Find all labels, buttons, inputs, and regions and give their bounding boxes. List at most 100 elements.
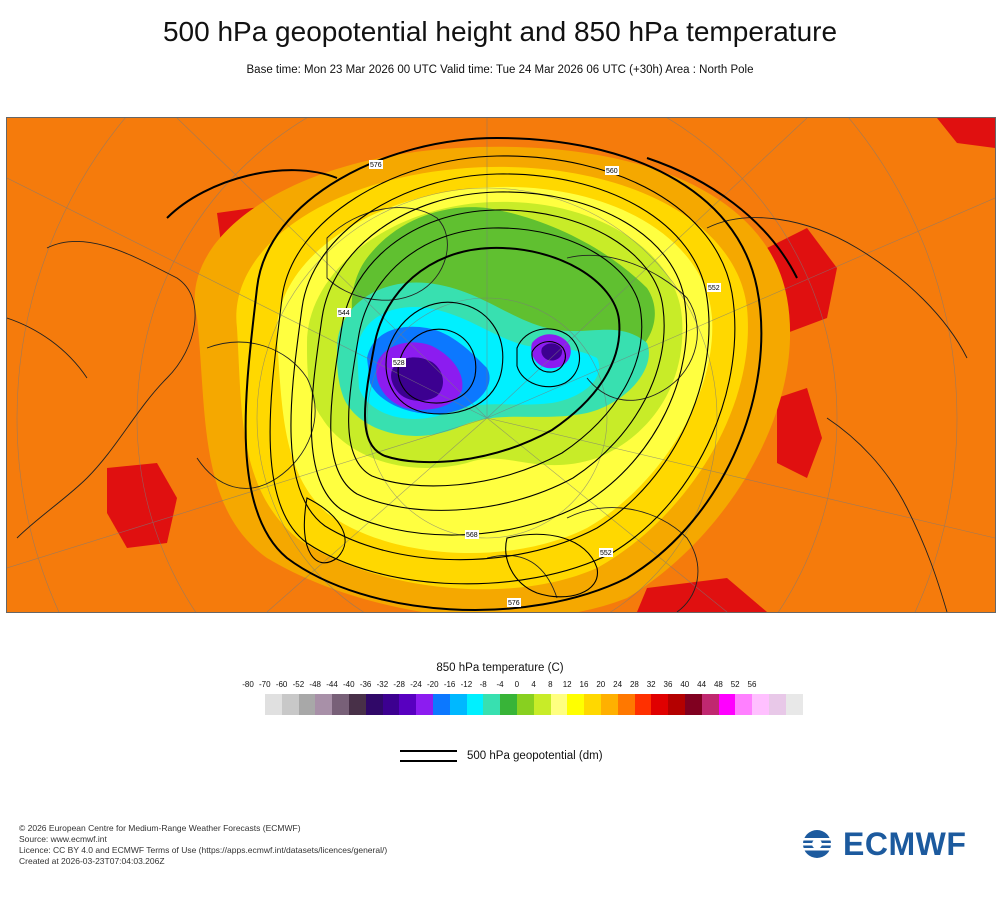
hot-area	[107, 463, 177, 548]
colorbar-tick-label: -48	[309, 680, 321, 689]
colorbar-swatch	[567, 694, 585, 715]
colorbar-tick-label: -4	[496, 680, 504, 689]
contour-label: 568	[466, 532, 478, 539]
colorbar-swatch	[701, 694, 719, 715]
contour-label: 544	[338, 310, 350, 317]
colorbar-swatch	[382, 694, 400, 715]
colorbar-tick-label: -20	[427, 680, 439, 689]
colorbar-tick-label: -12	[460, 680, 473, 689]
map-panel: 576 560 528 552 576 552 568 544	[6, 117, 996, 613]
contour-label-bg	[337, 308, 351, 317]
colorbar-swatch	[449, 694, 467, 715]
colorbar-swatch	[315, 694, 333, 715]
created-text: Created at 2026-03-23T07:04:03.206Z	[19, 856, 165, 866]
colorbar-swatch	[668, 694, 685, 715]
colorbar-swatch	[432, 694, 450, 715]
temperature-colorbar	[265, 694, 803, 715]
colorbar-swatch	[752, 694, 769, 715]
colorbar-swatch	[483, 694, 501, 715]
colorbar-tick-label: -40	[343, 680, 355, 689]
colorbar-swatch	[281, 694, 299, 715]
colorbar-tick-label: 40	[680, 680, 690, 689]
contour-label: 560	[606, 168, 618, 175]
colorbar-swatch	[516, 694, 534, 715]
colorbar-tick-label: -70	[259, 680, 271, 689]
colorbar-tick-label: 12	[562, 680, 572, 689]
contour-labels: 576 560 528 552 576 552 568 544	[337, 160, 721, 607]
ecmwf-logo-text: ECMWF	[843, 825, 967, 862]
colorbar-swatch	[416, 694, 433, 715]
temp-band-minus36	[391, 357, 444, 401]
colorbar-swatch	[785, 694, 803, 715]
colorbar-tick-label: -36	[359, 680, 372, 689]
geopotential-legend-line	[400, 750, 457, 752]
contour-label-bg	[599, 548, 613, 557]
colorbar-tick-label: 8	[548, 680, 553, 689]
contour-label-bg	[605, 166, 619, 175]
colorbar-swatch	[600, 694, 618, 715]
contour-label-bg	[392, 358, 406, 367]
colorbar-swatch	[684, 694, 702, 715]
colorbar-tick-label: -32	[376, 680, 389, 689]
colorbar-swatch	[584, 694, 601, 715]
copyright-text: © 2026 European Centre for Medium-Range …	[19, 823, 301, 833]
colorbar-swatch	[718, 694, 736, 715]
colorbar-tick-label: -44	[326, 680, 338, 689]
colorbar-tick-label: 48	[713, 680, 723, 689]
temperature-legend-title: 850 hPa temperature (C)	[436, 662, 564, 674]
colorbar-swatch	[500, 694, 517, 715]
coastlines	[7, 207, 968, 612]
colorbar-tick-label: 44	[697, 680, 707, 689]
colorbar-swatch	[634, 694, 652, 715]
colorbar-tick-label: 32	[646, 680, 656, 689]
colorbar-tick-label: -8	[479, 680, 487, 689]
colorbar-swatch	[365, 694, 383, 715]
ecmwf-logo-icon	[795, 830, 839, 858]
contour-label-bg	[369, 160, 383, 169]
colorbar-tick-label: 4	[531, 680, 536, 689]
colorbar-swatch	[651, 694, 669, 715]
geopotential-legend-label: 500 hPa geopotential (dm)	[467, 750, 603, 762]
colorbar-tick-label: -80	[242, 680, 254, 689]
colorbar-swatch	[265, 694, 282, 715]
geopotential-contours	[166, 136, 798, 611]
source-text: Source: www.ecmwf.int	[19, 834, 107, 844]
contour-label-bg	[465, 530, 479, 539]
colorbar-tick-label: 36	[663, 680, 673, 689]
colorbar-swatch	[617, 694, 635, 715]
colorbar-tick-label: -52	[292, 680, 305, 689]
colorbar-swatch	[768, 694, 786, 715]
contour-label: 552	[708, 285, 720, 292]
colorbar-tick-label: 24	[613, 680, 623, 689]
hot-area	[937, 118, 995, 148]
colorbar-swatch	[298, 694, 316, 715]
colorbar-tick-label: 56	[747, 680, 757, 689]
ecmwf-logo: ECMWF	[795, 826, 966, 862]
temp-cold-core-inner	[541, 343, 563, 361]
colorbar-tick-label: 52	[730, 680, 740, 689]
colorbar-tick-label: -24	[410, 680, 422, 689]
contour-label: 528	[393, 360, 405, 367]
colorbar-swatch	[735, 694, 753, 715]
colorbar-swatch	[550, 694, 568, 715]
colorbar-swatch	[533, 694, 551, 715]
colorbar-tick-label: 0	[514, 680, 520, 689]
colorbar-tick-label: 16	[579, 680, 589, 689]
credits: © 2026 European Centre for Medium-Range …	[19, 823, 387, 867]
graticule	[7, 118, 995, 612]
licence-text: Licence: CC BY 4.0 and ECMWF Terms of Us…	[19, 845, 388, 855]
colorbar-swatch	[399, 694, 417, 715]
colorbar-tick-label: -16	[443, 680, 456, 689]
contour-label-bg	[707, 283, 721, 292]
hot-area	[637, 578, 767, 612]
page-title: 500 hPa geopotential height and 850 hPa …	[162, 16, 838, 47]
geopotential-legend-line	[400, 760, 457, 762]
colorbar-swatch	[466, 694, 484, 715]
temperature-legend-ticks: -80 -70 -60 -52 -48 -44 -40 -36 -32 -28 -24 -20 -16-…	[240, 680, 760, 692]
contour-label-bg	[507, 598, 521, 607]
colorbar-swatch	[332, 694, 349, 715]
map-canvas: 576 560 528 552 576 552 568 544	[7, 118, 995, 612]
colorbar-tick-label: 20	[596, 680, 606, 689]
page-subtitle: Base time: Mon 23 Mar 2026 00 UTC Valid …	[246, 64, 754, 76]
colorbar-swatch	[348, 694, 366, 715]
